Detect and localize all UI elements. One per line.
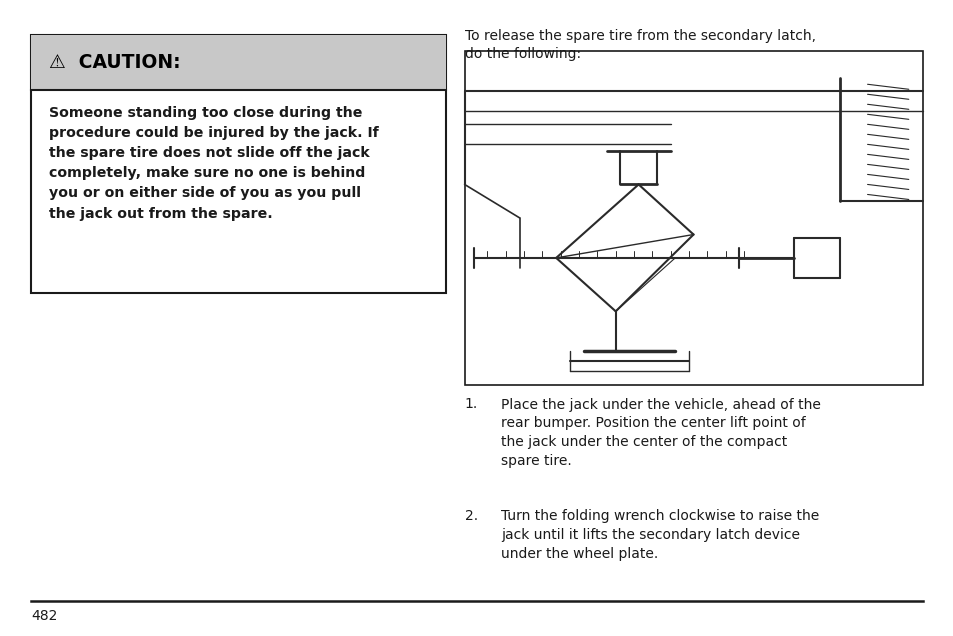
Text: 482: 482 (31, 609, 58, 623)
Bar (464, 51, 922, 385)
Bar (31, 35, 446, 293)
Text: ⚠  CAUTION:: ⚠ CAUTION: (49, 53, 180, 72)
Text: 2.: 2. (464, 509, 477, 523)
Text: 1.: 1. (464, 398, 477, 411)
Text: Place the jack under the vehicle, ahead of the
rear bumper. Position the center : Place the jack under the vehicle, ahead … (500, 398, 820, 468)
Text: Turn the folding wrench clockwise to raise the
jack until it lifts the secondary: Turn the folding wrench clockwise to rai… (500, 509, 819, 561)
Bar (31, 35, 446, 90)
Text: Someone standing too close during the
procedure could be injured by the jack. If: Someone standing too close during the pr… (49, 106, 378, 221)
Text: To release the spare tire from the secondary latch,
do the following:: To release the spare tire from the secon… (464, 29, 815, 61)
